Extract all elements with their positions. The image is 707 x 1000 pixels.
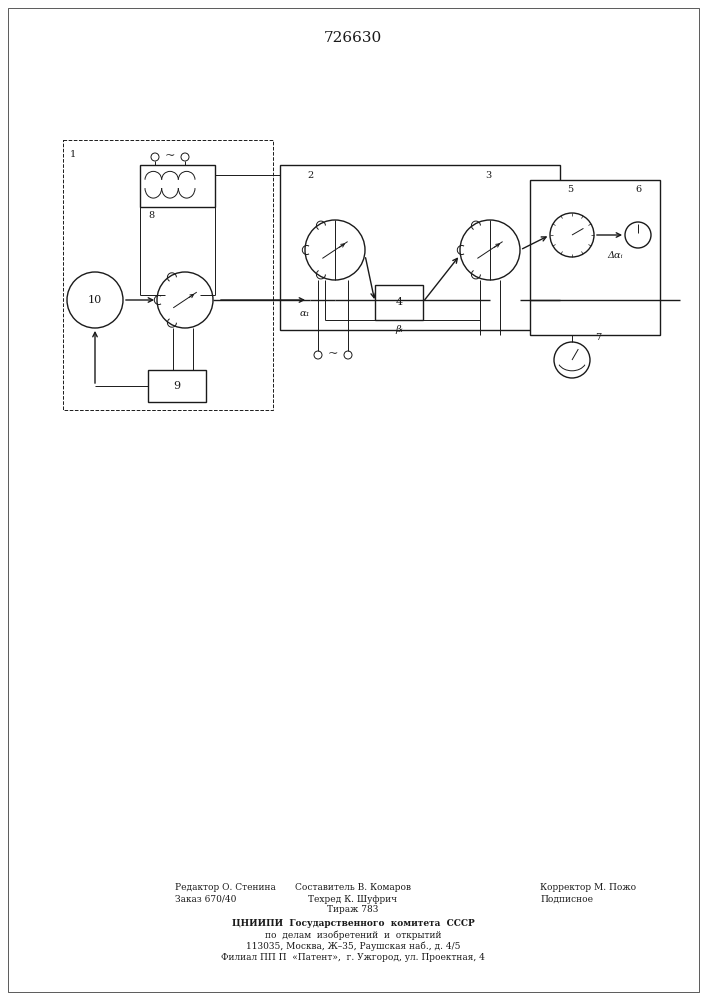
Text: Подписное: Подписное (540, 894, 593, 904)
Text: 113035, Москва, Ж–35, Раушская наб., д. 4/5: 113035, Москва, Ж–35, Раушская наб., д. … (246, 941, 460, 951)
Text: Составитель В. Комаров: Составитель В. Комаров (295, 884, 411, 892)
Text: 2: 2 (307, 170, 313, 180)
Circle shape (625, 222, 651, 248)
Text: Заказ 670/40: Заказ 670/40 (175, 894, 236, 904)
Text: ~: ~ (165, 149, 175, 162)
Text: Филиал ПП П  «Патент»,  г. Ужгород, ул. Проектная, 4: Филиал ПП П «Патент», г. Ужгород, ул. Пр… (221, 952, 485, 962)
Text: 10: 10 (88, 295, 102, 305)
Text: Техред К. Шуфрич: Техред К. Шуфрич (308, 894, 397, 904)
Text: 1: 1 (70, 150, 76, 159)
Text: Тираж 783: Тираж 783 (327, 906, 379, 914)
Text: по  делам  изобретений  и  открытий: по делам изобретений и открытий (264, 930, 441, 940)
Circle shape (314, 351, 322, 359)
Bar (280, 165, 560, 330)
Text: 9: 9 (173, 381, 180, 391)
Text: 4: 4 (395, 297, 402, 307)
Text: 7: 7 (595, 332, 601, 342)
Text: 5: 5 (567, 186, 573, 194)
Bar (148, 370, 206, 402)
Text: 8: 8 (148, 211, 154, 220)
Bar (140, 165, 215, 207)
Text: 726630: 726630 (324, 31, 382, 45)
Bar (63, 140, 273, 410)
Text: α₁: α₁ (300, 310, 310, 318)
Circle shape (550, 213, 594, 257)
Circle shape (554, 342, 590, 378)
Circle shape (67, 272, 123, 328)
Bar (375, 285, 423, 320)
Circle shape (151, 153, 159, 161)
Text: ЦНИИПИ  Государственного  комитета  СССР: ЦНИИПИ Государственного комитета СССР (232, 920, 474, 928)
Circle shape (344, 351, 352, 359)
Circle shape (305, 220, 365, 280)
Text: Редактор О. Стенина: Редактор О. Стенина (175, 884, 276, 892)
Text: 6: 6 (635, 186, 641, 194)
Bar (530, 180, 660, 335)
Text: 3: 3 (485, 170, 491, 180)
Circle shape (460, 220, 520, 280)
Text: βᵢ: βᵢ (395, 326, 403, 334)
Circle shape (181, 153, 189, 161)
Text: Корректор М. Пожо: Корректор М. Пожо (540, 884, 636, 892)
Text: Δαᵢ: Δαᵢ (607, 250, 623, 259)
Circle shape (157, 272, 213, 328)
Text: ~: ~ (328, 348, 338, 360)
